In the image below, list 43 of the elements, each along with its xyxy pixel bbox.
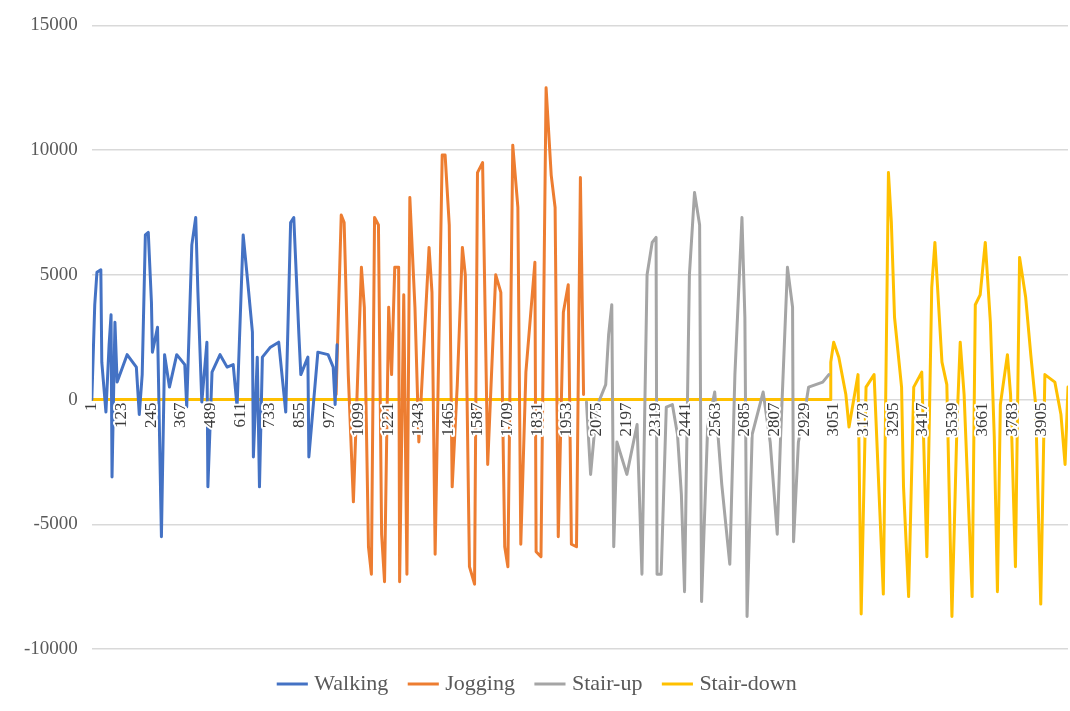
x-tick-label: 1343 [407, 402, 427, 437]
x-tick-label: 3661 [971, 402, 991, 437]
x-tick-label: 3417 [912, 402, 932, 437]
x-tick-label: 2441 [674, 402, 694, 437]
x-tick-label: 245 [140, 402, 160, 429]
y-tick-label: -10000 [24, 636, 78, 658]
legend-label: Stair-up [571, 669, 643, 695]
x-tick-label: 2807 [764, 402, 784, 437]
x-tick-label: 1953 [556, 402, 576, 437]
x-tick-label: 1465 [437, 402, 457, 437]
x-tick-label: 3783 [1001, 402, 1021, 437]
y-tick-label: 15000 [30, 13, 78, 35]
x-tick-label: 2685 [734, 402, 754, 437]
x-tick-label: 1 [81, 402, 101, 412]
legend-label: Stair-down [699, 669, 797, 695]
x-tick-label: 367 [170, 402, 190, 429]
x-tick-label: 2563 [704, 402, 724, 437]
x-tick-label: 3173 [853, 402, 873, 437]
x-tick-label: 3905 [1031, 402, 1051, 437]
x-tick-label: 2075 [585, 402, 605, 437]
x-tick-label: 123 [110, 402, 130, 429]
x-tick-label: 3295 [882, 402, 902, 437]
x-tick-label: 733 [259, 402, 279, 429]
x-tick-label: 3051 [823, 402, 843, 437]
y-tick-label: -5000 [33, 512, 78, 534]
y-tick-label: 5000 [39, 262, 78, 284]
legend-label: Jogging [445, 669, 515, 695]
y-tick-label: 0 [68, 387, 78, 409]
x-tick-label: 2197 [615, 402, 635, 437]
x-tick-label: 977 [318, 402, 338, 429]
x-tick-label: 1587 [467, 402, 487, 437]
x-tick-label: 611 [229, 402, 249, 428]
x-tick-label: 855 [289, 402, 309, 429]
x-tick-label: 2319 [645, 402, 665, 437]
y-tick-label: 10000 [30, 138, 78, 160]
x-tick-label: 489 [200, 402, 220, 429]
x-tick-label: 1099 [348, 402, 368, 437]
x-tick-label: 1831 [526, 402, 546, 437]
x-tick-label: 1221 [378, 402, 398, 437]
legend-label: Walking [314, 669, 389, 695]
x-tick-label: 1709 [496, 402, 516, 437]
x-tick-label: 2929 [793, 402, 813, 437]
x-tick-label: 3539 [942, 402, 962, 437]
